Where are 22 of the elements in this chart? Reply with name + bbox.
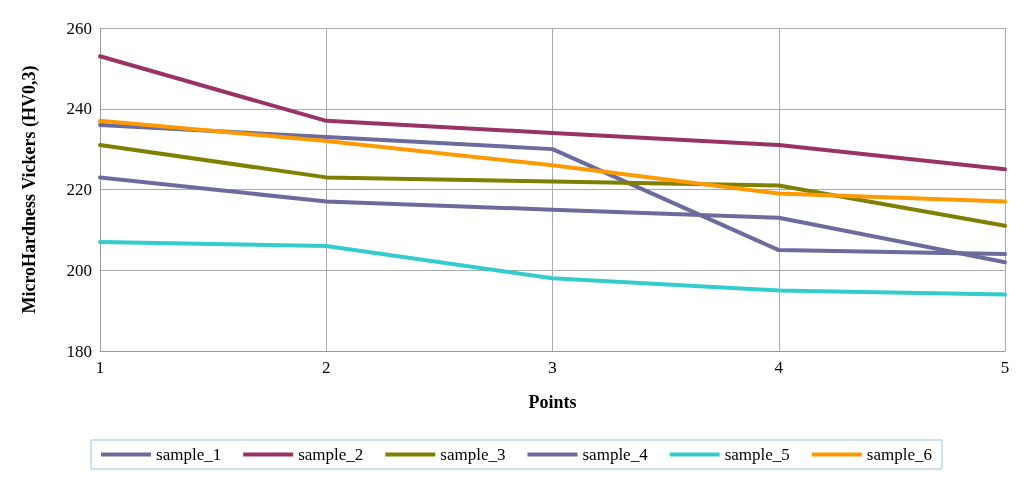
x-tick-label: 5 — [1000, 358, 1010, 377]
y-tick-label: 200 — [66, 260, 92, 280]
line-series — [98, 239, 1007, 297]
y-tick-label: 240 — [66, 99, 92, 119]
x-tick-label: 3 — [548, 358, 557, 377]
line-series — [98, 143, 1007, 228]
x-tick-label: 2 — [322, 358, 331, 377]
x-tick-label: 1 — [95, 358, 105, 377]
legend-label: sample_1 — [156, 445, 222, 464]
legend-label: sample_4 — [582, 445, 649, 464]
y-axis-title: MicroHardness Vickers (HV0,3) — [19, 65, 40, 314]
x-axis-title: Points — [528, 392, 577, 412]
y-tick-label: 180 — [66, 341, 92, 361]
y-tick-label: 220 — [66, 180, 92, 199]
legend-label: sample_2 — [298, 445, 364, 464]
y-tick-label: 260 — [66, 18, 92, 38]
line-series — [98, 118, 1007, 204]
x-tick-label: 4 — [774, 358, 784, 377]
legend-label: sample_5 — [724, 445, 790, 464]
line-series — [98, 54, 1007, 172]
legend-label: sample_3 — [440, 445, 506, 464]
legend-label: sample_6 — [866, 445, 932, 464]
